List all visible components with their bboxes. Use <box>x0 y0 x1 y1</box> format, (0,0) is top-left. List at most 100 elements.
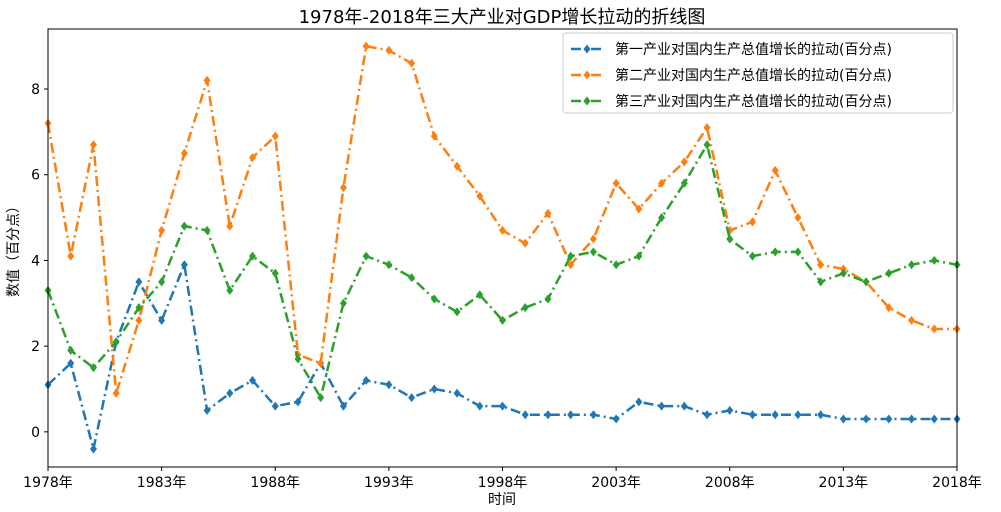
data-point <box>680 157 688 167</box>
data-point <box>521 410 529 420</box>
data-point <box>589 234 597 244</box>
data-point <box>453 388 461 398</box>
data-point <box>521 238 529 248</box>
data-point <box>908 260 916 270</box>
data-point <box>362 41 370 51</box>
data-point <box>180 221 188 231</box>
data-point <box>544 410 552 420</box>
data-point <box>271 268 279 278</box>
data-point <box>635 397 643 407</box>
data-point <box>771 410 779 420</box>
data-point <box>408 58 416 68</box>
data-point <box>249 375 257 385</box>
data-point <box>703 140 711 150</box>
data-point <box>612 178 620 188</box>
data-point <box>112 337 120 347</box>
data-point <box>112 388 120 398</box>
data-point <box>158 277 166 287</box>
data-point <box>748 410 756 420</box>
data-point <box>589 247 597 257</box>
data-point <box>249 153 257 163</box>
data-point <box>135 303 143 313</box>
data-point <box>453 307 461 317</box>
data-point <box>180 260 188 270</box>
data-point <box>726 234 734 244</box>
data-point <box>67 358 75 368</box>
legend-box <box>562 32 954 114</box>
data-point <box>339 401 347 411</box>
data-point <box>839 268 847 278</box>
data-point <box>430 131 438 141</box>
data-point <box>249 251 257 261</box>
data-point <box>612 414 620 424</box>
legend-label: 第三产业对国内生产总值增长的拉动(百分点) <box>615 93 892 110</box>
data-point <box>544 208 552 218</box>
data-point <box>408 393 416 403</box>
data-point <box>908 414 916 424</box>
data-point <box>158 315 166 325</box>
data-point <box>703 123 711 133</box>
y-axis-label: 数值（百分点） <box>6 199 22 297</box>
data-point <box>499 315 506 325</box>
data-point <box>226 221 234 231</box>
x-tick-label: 2003年 <box>591 475 641 491</box>
data-point <box>908 315 916 325</box>
data-point <box>339 183 347 193</box>
data-point <box>271 401 279 411</box>
data-point <box>839 414 847 424</box>
data-point <box>339 298 347 308</box>
data-point <box>862 277 870 287</box>
data-point <box>567 251 575 261</box>
data-point <box>635 251 643 261</box>
data-point <box>67 345 75 355</box>
y-tick-label: 6 <box>31 168 40 184</box>
y-tick-label: 8 <box>31 82 40 98</box>
data-point <box>453 161 461 171</box>
data-point <box>703 410 711 420</box>
x-tick-label: 1998年 <box>478 475 528 491</box>
legend-label: 第二产业对国内生产总值增长的拉动(百分点) <box>615 67 892 84</box>
data-point <box>885 303 893 313</box>
data-point <box>89 140 97 150</box>
data-point <box>930 255 938 265</box>
data-point <box>862 414 870 424</box>
data-point <box>294 354 302 364</box>
data-point <box>499 225 506 235</box>
data-point <box>521 303 529 313</box>
data-point <box>658 401 666 411</box>
y-tick-label: 2 <box>31 339 40 355</box>
data-point <box>385 380 393 390</box>
data-point <box>726 405 734 415</box>
y-tick-label: 0 <box>31 425 40 441</box>
data-point <box>817 410 825 420</box>
x-tick-label: 2018年 <box>932 475 982 491</box>
data-point <box>771 247 779 257</box>
series-line-1 <box>47 260 957 450</box>
chart-title: 1978年-2018年三大产业对GDP增长拉动的折线图 <box>299 7 706 28</box>
data-point <box>930 414 938 424</box>
data-point <box>408 273 416 283</box>
data-point <box>89 444 97 454</box>
data-point <box>476 191 484 201</box>
data-point <box>67 251 75 261</box>
data-point <box>180 148 188 158</box>
data-point <box>385 45 393 55</box>
data-point <box>317 393 325 403</box>
data-point <box>158 225 166 235</box>
data-point <box>271 131 279 141</box>
data-point <box>885 414 893 424</box>
x-tick-label: 2013年 <box>819 475 869 491</box>
data-point <box>385 260 393 270</box>
data-point <box>567 260 575 270</box>
data-point <box>930 324 938 334</box>
x-tick-label: 1993年 <box>364 475 414 491</box>
data-point <box>430 384 438 394</box>
legend-marker <box>583 96 591 106</box>
data-point <box>794 213 802 223</box>
x-tick-label: 1988年 <box>250 475 300 491</box>
x-tick-label: 2008年 <box>705 475 755 491</box>
data-point <box>658 213 666 223</box>
data-point <box>135 315 143 325</box>
